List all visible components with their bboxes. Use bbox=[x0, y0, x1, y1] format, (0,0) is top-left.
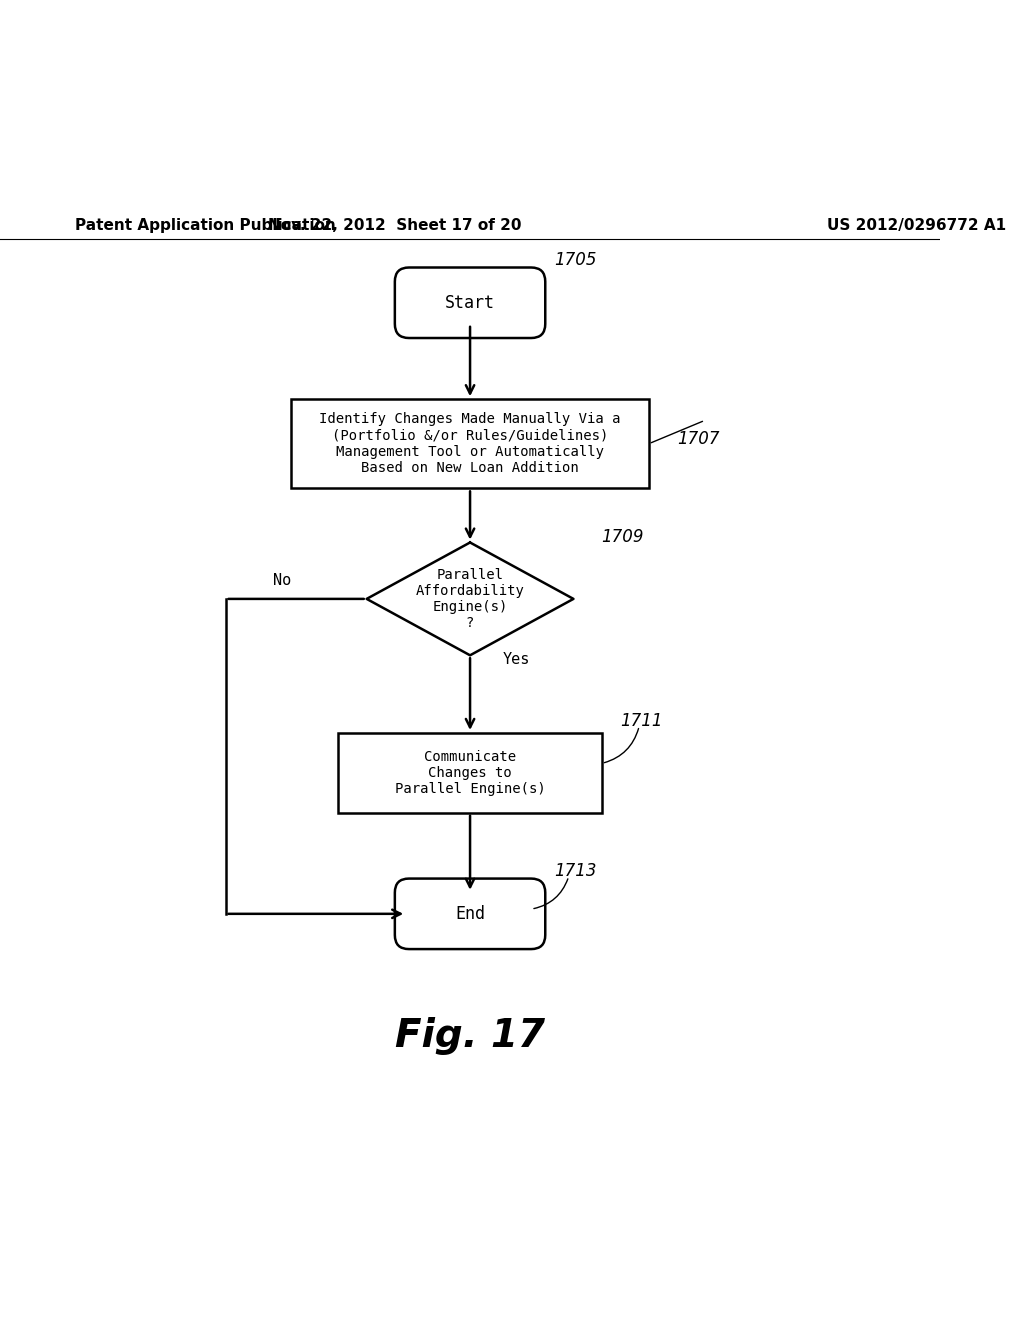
Text: Patent Application Publication: Patent Application Publication bbox=[75, 218, 336, 234]
Bar bbox=[339, 733, 602, 813]
Text: 1705: 1705 bbox=[555, 251, 597, 269]
Text: Identify Changes Made Manually Via a
(Portfolio &/or Rules/Guidelines)
Managemen: Identify Changes Made Manually Via a (Po… bbox=[319, 412, 621, 475]
Text: 1711: 1711 bbox=[621, 711, 663, 730]
Text: No: No bbox=[273, 573, 291, 587]
Text: Fig. 17: Fig. 17 bbox=[395, 1016, 545, 1055]
Text: 1709: 1709 bbox=[602, 528, 644, 546]
Text: Yes: Yes bbox=[503, 652, 530, 668]
Bar bbox=[292, 399, 648, 488]
Text: 1713: 1713 bbox=[555, 862, 597, 880]
Text: US 2012/0296772 A1: US 2012/0296772 A1 bbox=[827, 218, 1007, 234]
Text: Parallel
Affordability
Engine(s)
?: Parallel Affordability Engine(s) ? bbox=[416, 568, 524, 630]
Text: 1707: 1707 bbox=[677, 430, 720, 447]
Text: Nov. 22, 2012  Sheet 17 of 20: Nov. 22, 2012 Sheet 17 of 20 bbox=[268, 218, 521, 234]
Text: Communicate
Changes to
Parallel Engine(s): Communicate Changes to Parallel Engine(s… bbox=[394, 750, 546, 796]
FancyBboxPatch shape bbox=[395, 268, 545, 338]
Text: End: End bbox=[455, 904, 485, 923]
Text: Start: Start bbox=[445, 294, 495, 312]
FancyBboxPatch shape bbox=[395, 879, 545, 949]
